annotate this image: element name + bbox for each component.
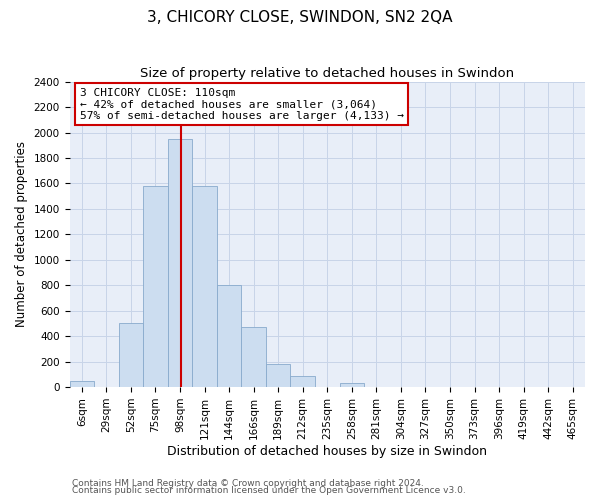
Bar xyxy=(340,384,364,387)
Bar xyxy=(241,328,266,387)
Text: Contains HM Land Registry data © Crown copyright and database right 2024.: Contains HM Land Registry data © Crown c… xyxy=(72,478,424,488)
Bar xyxy=(168,139,192,387)
Bar xyxy=(143,186,168,387)
Text: Contains public sector information licensed under the Open Government Licence v3: Contains public sector information licen… xyxy=(72,486,466,495)
Text: 3, CHICORY CLOSE, SWINDON, SN2 2QA: 3, CHICORY CLOSE, SWINDON, SN2 2QA xyxy=(147,10,453,25)
Y-axis label: Number of detached properties: Number of detached properties xyxy=(15,142,28,328)
Text: 3 CHICORY CLOSE: 110sqm
← 42% of detached houses are smaller (3,064)
57% of semi: 3 CHICORY CLOSE: 110sqm ← 42% of detache… xyxy=(80,88,404,121)
Bar xyxy=(290,376,315,387)
Bar xyxy=(70,380,94,387)
Bar xyxy=(266,364,290,387)
X-axis label: Distribution of detached houses by size in Swindon: Distribution of detached houses by size … xyxy=(167,444,487,458)
Bar xyxy=(192,186,217,387)
Title: Size of property relative to detached houses in Swindon: Size of property relative to detached ho… xyxy=(140,68,514,80)
Bar xyxy=(217,286,241,387)
Bar xyxy=(119,324,143,387)
